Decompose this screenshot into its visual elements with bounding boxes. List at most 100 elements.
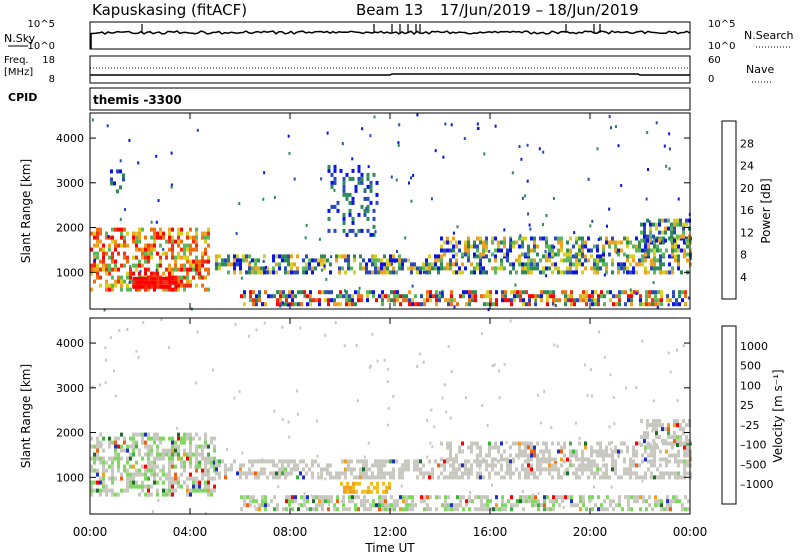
power-cell-6 [649, 230, 652, 235]
power-cell-4 [258, 290, 261, 295]
power-cell-2 [317, 258, 320, 263]
power-cell-4 [516, 290, 519, 295]
power-cell-4 [534, 302, 537, 307]
power-cell-2 [221, 262, 224, 267]
vel-cell-4 [585, 507, 588, 512]
power-cell-2 [605, 270, 608, 275]
power-cell-4 [279, 302, 282, 307]
power-cell-3 [641, 248, 644, 253]
power-cell-2 [281, 254, 284, 259]
power-cell-1 [138, 280, 142, 285]
power-cell-3 [515, 240, 518, 245]
vel-cell-0 [168, 480, 171, 485]
vel-cell-1 [293, 459, 296, 464]
vel-cell-0 [210, 436, 213, 441]
nsearch-tick-low: 10^0 [708, 41, 735, 52]
power-cell-0 [135, 255, 138, 260]
vel-cell-4 [459, 495, 462, 500]
vel-cell-4 [360, 503, 363, 508]
power-cell-3 [683, 248, 686, 253]
power-cell-4 [507, 298, 510, 303]
vel-cell-1 [260, 459, 263, 464]
vel-cell-1 [416, 459, 419, 464]
vel-cell-0 [162, 464, 165, 469]
vel-cell-0 [93, 468, 96, 473]
power-cell-2 [335, 258, 338, 263]
power-cell-3 [521, 240, 524, 245]
vel-cell-4 [240, 507, 243, 512]
freq-trace [90, 73, 690, 76]
vel-cell-3 [343, 489, 346, 494]
power-cell-0 [111, 267, 114, 272]
vel-cell-1 [509, 467, 512, 472]
vel-cell-4 [528, 499, 531, 504]
vel-cell-1 [362, 471, 365, 476]
power-cell-0 [168, 271, 171, 276]
vel-cell-4 [444, 503, 447, 508]
vel-cell-0 [192, 484, 195, 489]
vel-cell-1 [254, 459, 257, 464]
power-cell-0 [135, 263, 138, 268]
power-cell-4 [426, 298, 429, 303]
power-noise-cell [645, 197, 648, 201]
power-cell-2 [638, 258, 641, 263]
vel-cell-0 [213, 456, 216, 461]
power-cell-4 [609, 298, 612, 303]
vel-cell-1 [359, 471, 362, 476]
power-cell-2 [266, 270, 269, 275]
vel-cell-4 [456, 495, 459, 500]
vel-cell-2 [647, 453, 650, 458]
vel-cell-4 [504, 503, 507, 508]
power-cell-5 [366, 216, 370, 221]
vel-cell-4 [507, 499, 510, 504]
vel-cell-1 [305, 471, 308, 476]
vel-cell-1 [614, 463, 617, 468]
vel-cell-1 [443, 475, 446, 480]
power-cell-4 [660, 298, 663, 303]
power-cell-4 [564, 290, 567, 295]
nsky-tick-high: 10^5 [28, 19, 55, 30]
vel-cell-1 [392, 475, 395, 480]
vel-cell-0 [147, 456, 150, 461]
vel-cell-1 [362, 463, 365, 468]
vel-cell-4 [291, 495, 294, 500]
vel-cell-1 [500, 463, 503, 468]
power-cell-2 [530, 262, 533, 267]
vel-noise-cell [255, 328, 258, 332]
vel-cell-1 [269, 459, 272, 464]
power-cell-2 [659, 258, 662, 263]
vel-cell-1 [458, 467, 461, 472]
power-cell-0 [180, 275, 183, 280]
vel-cell-0 [108, 444, 111, 449]
vel-cell-0 [153, 468, 156, 473]
power-cell-4 [594, 302, 597, 307]
power-cell-6 [649, 238, 652, 243]
x-tick-label: 12:00 [373, 525, 408, 539]
vel-cell-4 [387, 503, 390, 508]
power-cell-2 [353, 270, 356, 275]
vel-cell-0 [177, 452, 180, 457]
power-cell-2 [314, 258, 317, 263]
vel-cell-2 [596, 441, 599, 446]
power-cell-3 [590, 248, 593, 253]
power-cell-2 [677, 262, 680, 267]
vel-cell-5 [652, 423, 655, 428]
power-cell-4 [597, 302, 600, 307]
power-cell-4 [252, 298, 255, 303]
power-cell-3 [452, 236, 455, 241]
power-cell-2 [524, 262, 527, 267]
vel-noise-cell [676, 348, 679, 352]
vel-noise-cell [641, 339, 644, 343]
power-cell-4 [570, 302, 573, 307]
power-cell-3 [626, 240, 629, 245]
power-cell-2 [470, 270, 473, 275]
power-cell-4 [345, 302, 348, 307]
power-cell-4 [570, 294, 573, 299]
power-noise-cell [534, 298, 537, 302]
vel-cell-4 [399, 507, 402, 512]
power-noise-cell [648, 220, 651, 224]
power-cell-2 [275, 270, 278, 275]
vel-cell-2 [599, 445, 602, 450]
power-cell-0 [147, 267, 150, 272]
